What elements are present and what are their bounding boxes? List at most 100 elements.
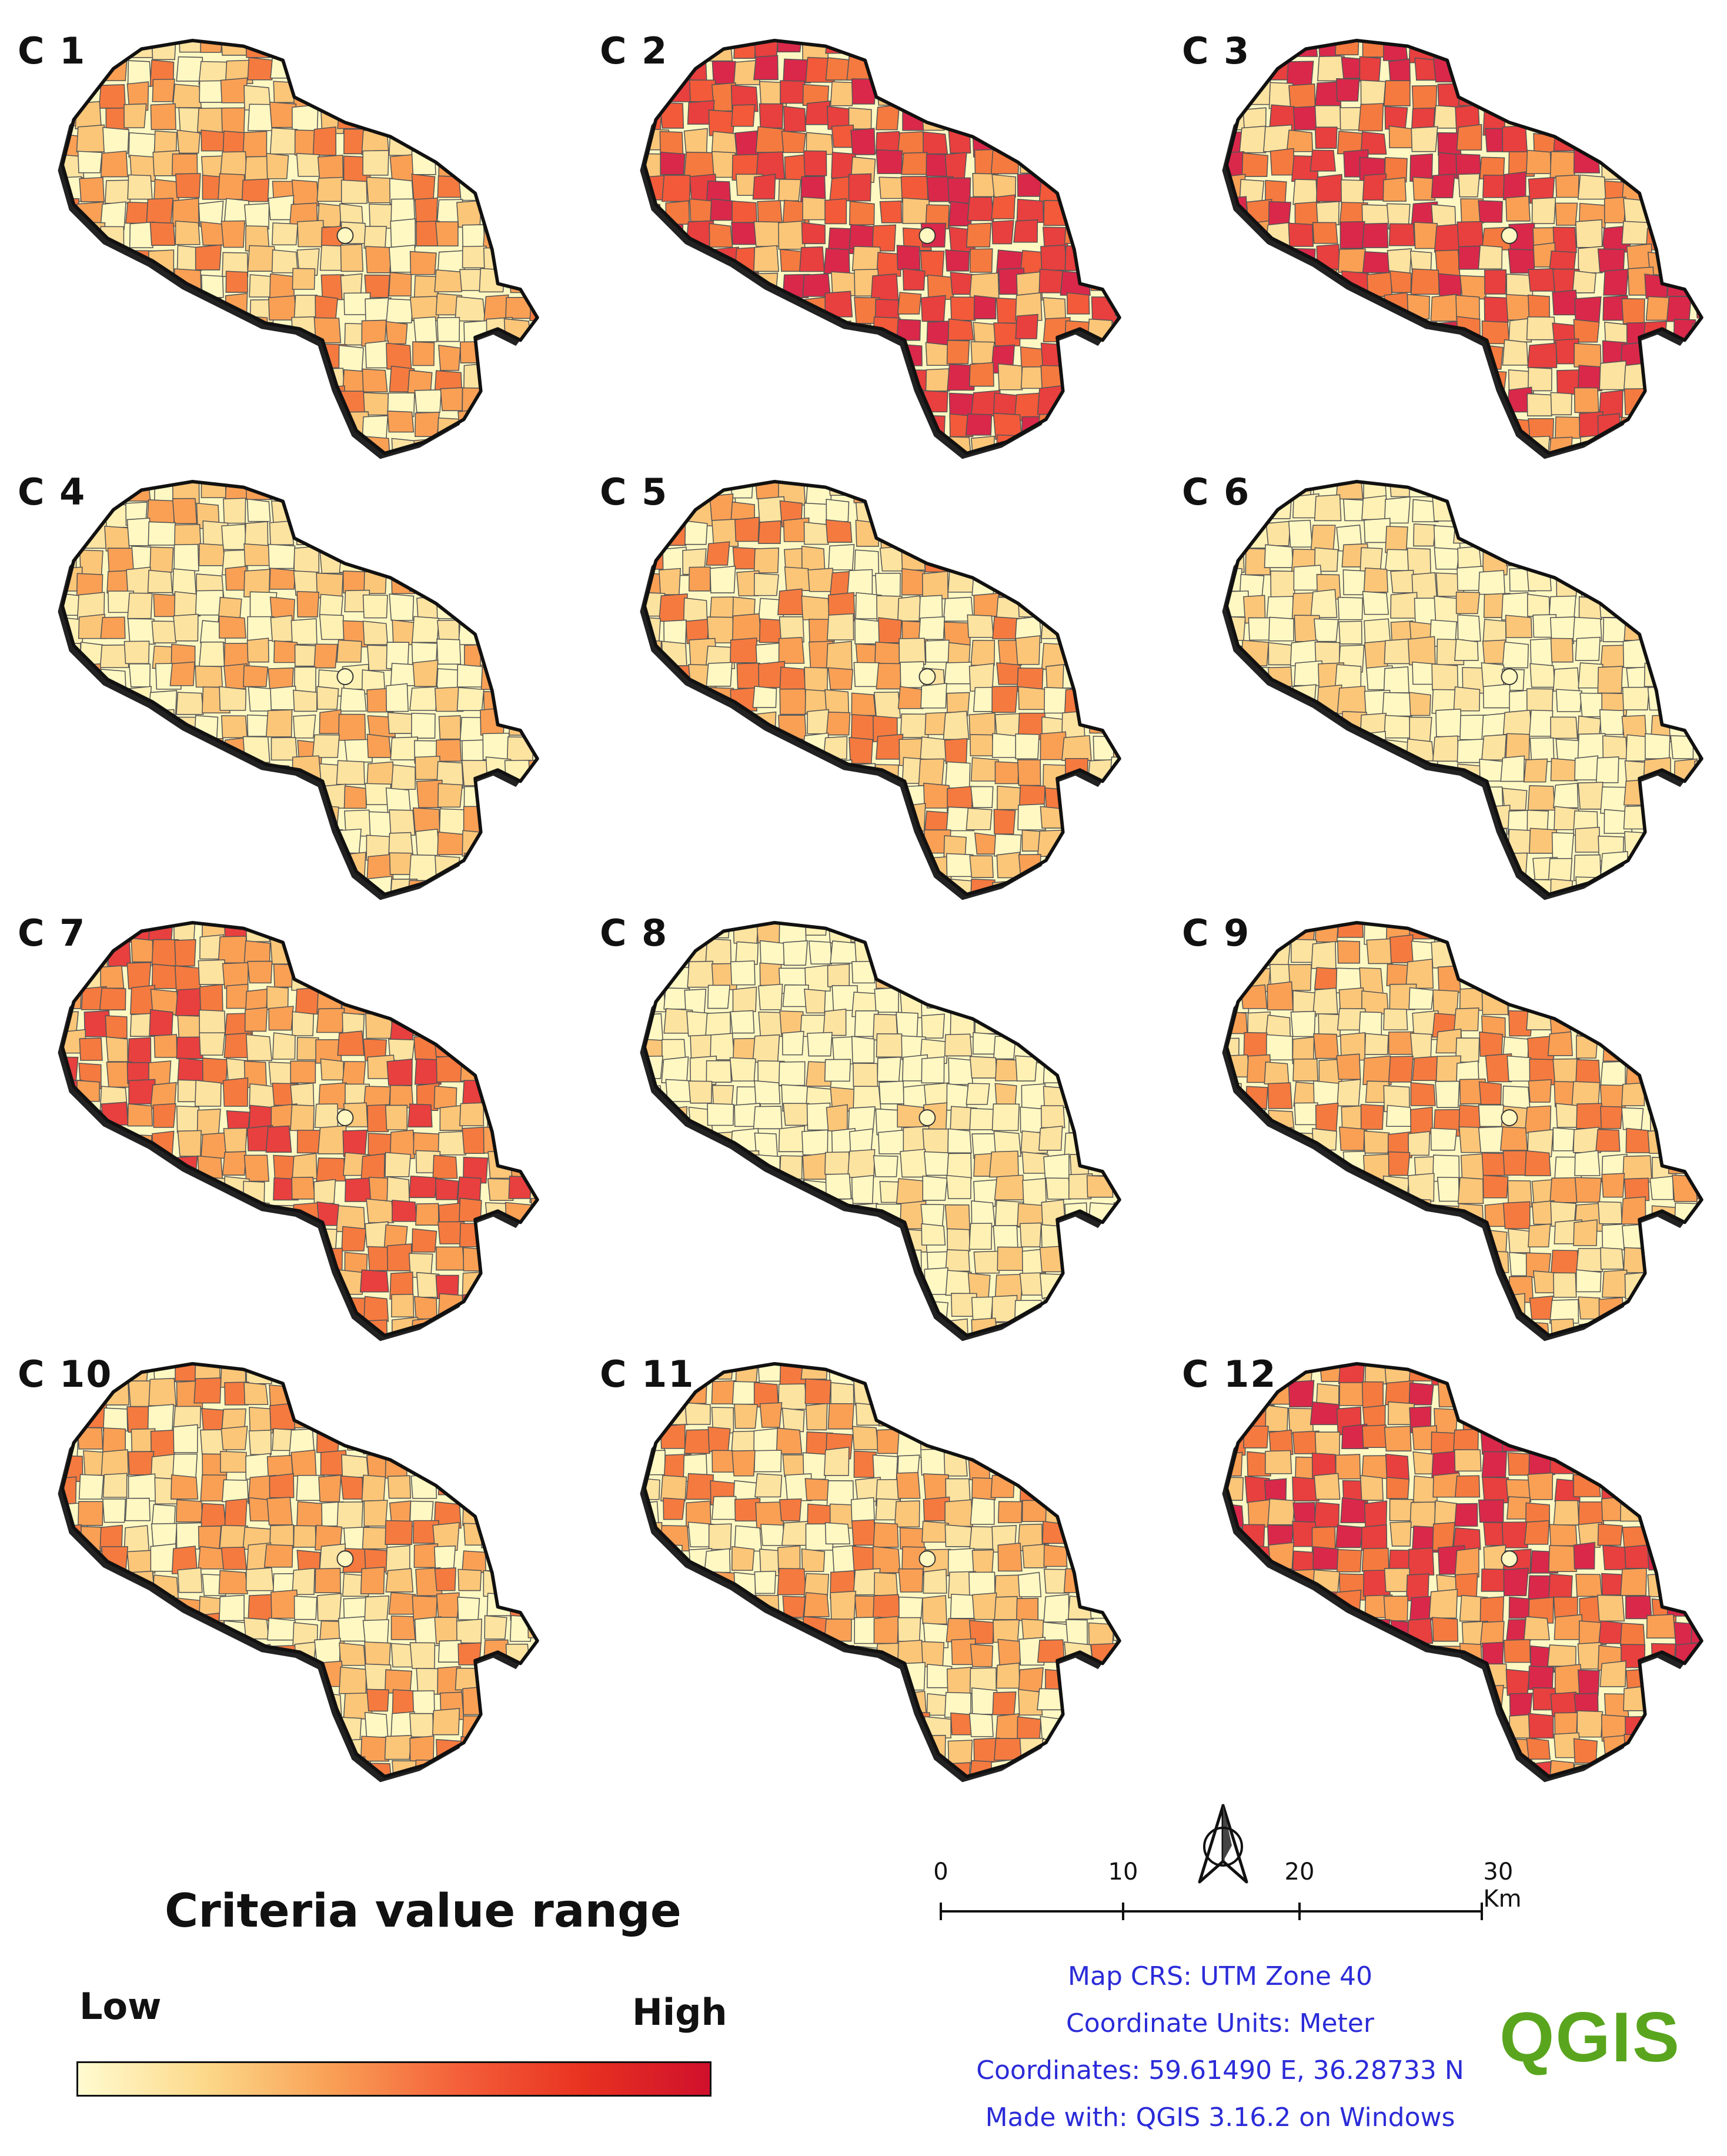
district-cell — [1649, 155, 1676, 181]
district-cell — [1247, 851, 1272, 877]
district-cell — [1551, 54, 1578, 81]
district-cell — [482, 1479, 507, 1506]
city-boundary — [643, 38, 1121, 455]
district-cell — [77, 1201, 106, 1229]
district-cell — [1336, 481, 1364, 500]
district-cell — [1577, 174, 1606, 200]
district-cell — [921, 1056, 945, 1084]
district-cell — [153, 593, 176, 618]
district-cell — [1295, 1269, 1320, 1295]
district-cell — [389, 593, 415, 621]
district-cell — [776, 1427, 803, 1454]
district-cell — [944, 1204, 971, 1231]
district-cell — [131, 1227, 156, 1250]
district-cell — [102, 1690, 127, 1713]
district-cell — [1040, 1760, 1065, 1777]
district-cell — [1457, 1667, 1480, 1691]
district-cell — [509, 1712, 536, 1735]
district-cell — [1292, 877, 1317, 895]
choropleth-map — [640, 1361, 1121, 1788]
district-cell — [644, 1639, 664, 1667]
district-cell — [199, 1198, 225, 1227]
district-cell — [107, 762, 134, 789]
district-cell — [732, 1707, 759, 1736]
district-cell — [946, 548, 970, 570]
district-cell — [150, 1429, 176, 1458]
district-cell — [176, 410, 201, 435]
district-cell — [487, 571, 513, 597]
district-cell — [731, 1546, 755, 1571]
district-cell — [362, 1619, 389, 1644]
district-cell — [1269, 856, 1292, 881]
district-cell — [153, 1714, 181, 1740]
district-cell — [989, 1431, 1018, 1455]
district-cell — [1389, 1713, 1415, 1742]
district-cell — [806, 413, 830, 440]
district-cell — [1548, 857, 1573, 882]
district-cell — [388, 1432, 412, 1456]
district-cell — [1264, 1320, 1291, 1336]
district-cell — [1314, 1501, 1340, 1528]
district-cell — [131, 937, 153, 963]
district-cell — [1696, 618, 1702, 643]
district-cell — [1531, 966, 1555, 993]
district-cell — [362, 150, 389, 176]
district-cell — [733, 783, 758, 805]
district-cell — [1243, 1594, 1270, 1617]
district-cell — [966, 807, 993, 830]
district-cell — [81, 270, 107, 296]
district-cell — [1336, 1053, 1361, 1080]
district-cell — [1528, 294, 1550, 319]
district-cell — [1482, 639, 1506, 664]
district-cell — [732, 613, 762, 642]
district-cell — [1086, 639, 1113, 663]
district-cell — [128, 132, 156, 158]
district-cell — [360, 1566, 385, 1594]
district-cell — [1672, 131, 1699, 157]
district-cell — [78, 1124, 106, 1150]
district-cell — [920, 881, 947, 895]
district-cell — [480, 805, 503, 829]
district-cell — [848, 388, 873, 416]
district-cell — [1248, 832, 1274, 856]
district-cell — [1453, 1299, 1480, 1326]
district-cell — [1038, 1012, 1070, 1037]
district-cell — [659, 1319, 683, 1336]
district-cell — [1268, 1429, 1294, 1456]
district-cell — [413, 922, 438, 942]
district-cell — [660, 151, 686, 175]
district-cell — [1382, 831, 1411, 858]
district-cell — [503, 1104, 529, 1130]
district-cell — [1388, 223, 1415, 246]
district-cell — [781, 1521, 809, 1546]
district-cell — [78, 248, 102, 276]
district-cell — [1087, 247, 1112, 276]
district-cell — [1115, 1080, 1120, 1106]
district-cell — [412, 616, 440, 643]
district-cell — [149, 546, 174, 573]
district-cell — [663, 1758, 689, 1777]
district-cell — [644, 830, 667, 855]
district-cell — [221, 220, 245, 248]
district-cell — [1337, 1079, 1361, 1107]
district-cell — [1017, 172, 1044, 197]
district-cell — [147, 1404, 174, 1433]
district-cell — [991, 1294, 1018, 1323]
district-cell — [1044, 1451, 1072, 1474]
district-cell — [362, 368, 388, 393]
central-roundabout — [336, 1550, 354, 1567]
district-cell — [1624, 1300, 1652, 1324]
district-cell — [293, 1405, 320, 1429]
district-cell — [78, 1176, 107, 1202]
district-cell — [993, 1783, 1017, 1788]
district-cell — [1575, 1382, 1601, 1409]
district-cell — [1065, 990, 1093, 1017]
district-cell — [102, 809, 125, 833]
district-cell — [852, 413, 879, 442]
district-cell — [244, 521, 269, 547]
district-cell — [1624, 1177, 1650, 1202]
district-cell — [527, 180, 537, 203]
district-cell — [1697, 433, 1702, 453]
district-cell — [1385, 807, 1414, 835]
district-cell — [1413, 1687, 1440, 1714]
